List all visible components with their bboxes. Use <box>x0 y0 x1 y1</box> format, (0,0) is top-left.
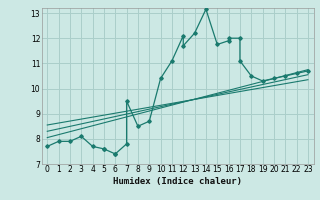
X-axis label: Humidex (Indice chaleur): Humidex (Indice chaleur) <box>113 177 242 186</box>
